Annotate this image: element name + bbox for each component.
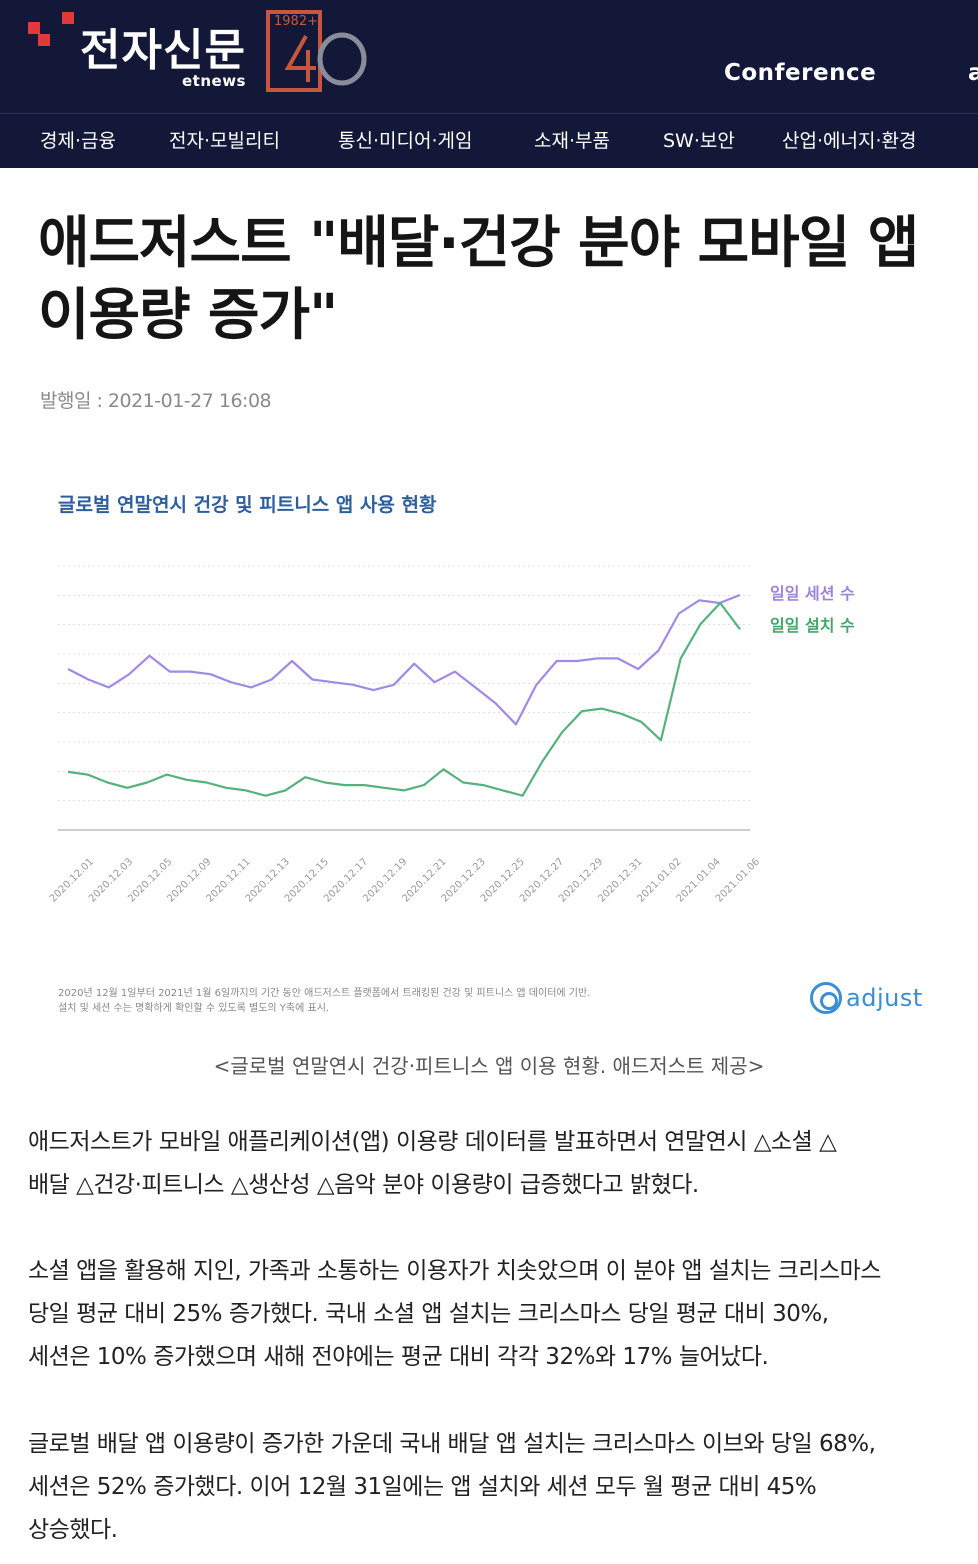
article-paragraph: 애드저스트가 모바일 애플리케이션(앱) 이용량 데이터를 발표하면서 연말연시… [28, 1121, 958, 1207]
anniversary-year: 1982+ [274, 14, 318, 29]
chart-note: 2020년 12월 1일부터 2021년 1월 6일까지의 기간 동안 애드저스… [58, 988, 591, 999]
paragraph-line: 세션은 52% 증가했다. 이어 12월 31일에는 앱 설치와 세션 모두 월… [28, 1474, 817, 1500]
site-header: 전자신문 etnews 1982+ Conference a [0, 0, 978, 113]
category-nav: 경제·금융 전자·모빌리티 통신·미디어·게임 소재·부품 SW·보안 산업·에… [0, 113, 978, 168]
nav-item-industry[interactable]: 산업·에너지·환경 [782, 130, 917, 152]
nav-item-economy[interactable]: 경제·금융 [40, 130, 116, 152]
legend-installs: 일일 설치 수 [770, 616, 855, 635]
chart-title: 글로벌 연말연시 건강 및 피트니스 앱 사용 현황 [58, 494, 437, 516]
adjust-logo-icon [810, 982, 842, 1014]
article-paragraph: 글로벌 배달 앱 이용량이 증가한 가운데 국내 배달 앱 설치는 크리스마스 … [28, 1423, 958, 1552]
site-logo-sub: etnews [182, 72, 246, 90]
header-link-cut[interactable]: a [968, 60, 978, 86]
paragraph-line: 당일 평균 대비 25% 증가했다. 국내 소셜 앱 설치는 크리스마스 당일 … [28, 1301, 829, 1327]
nav-item-telecom[interactable]: 통신·미디어·게임 [338, 130, 473, 152]
adjust-logo-text: adjust [846, 984, 923, 1012]
legend-sessions: 일일 세션 수 [770, 584, 855, 603]
series-line-sessions [67, 593, 741, 726]
nav-item-sw[interactable]: SW·보안 [663, 130, 735, 152]
nav-item-electronics[interactable]: 전자·모빌리티 [169, 130, 280, 152]
paragraph-line: 애드저스트가 모바일 애플리케이션(앱) 이용량 데이터를 발표하면서 연말연시… [28, 1129, 837, 1155]
nav-item-materials[interactable]: 소재·부품 [534, 130, 610, 152]
article-title-line: 애드저스트 "배달·건강 분야 모바일 앱 [38, 211, 919, 276]
anniversary-40-icon [266, 10, 367, 92]
publish-date: 발행일 : 2021-01-27 16:08 [40, 390, 272, 412]
paragraph-line: 소셜 앱을 활용해 지인, 가족과 소통하는 이용자가 치솟았으며 이 분야 앱… [28, 1258, 881, 1284]
paragraph-line: 글로벌 배달 앱 이용량이 증가한 가운데 국내 배달 앱 설치는 크리스마스 … [28, 1431, 876, 1457]
line-chart: 2020.12.012020.12.032020.12.052020.12.09… [48, 565, 762, 905]
adjust-logo: adjust [810, 980, 923, 1016]
conference-link[interactable]: Conference [724, 60, 877, 86]
logo-mark-icon[interactable] [28, 12, 80, 52]
series-line-installs [67, 601, 741, 797]
paragraph-line: 세션은 10% 증가했으며 새해 전야에는 평균 대비 각각 32%와 17% … [28, 1344, 769, 1370]
article-title-line: 이용량 증가" [38, 283, 338, 348]
figure-caption: <글로벌 연말연시 건강·피트니스 앱 이용 현황. 애드저스트 제공> [213, 1054, 765, 1078]
site-logo[interactable]: 전자신문 [80, 25, 246, 76]
article-title: 애드저스트 "배달·건강 분야 모바일 앱 이용량 증가" [38, 208, 958, 352]
article-paragraph: 소셜 앱을 활용해 지인, 가족과 소통하는 이용자가 치솟았으며 이 분야 앱… [28, 1250, 958, 1379]
paragraph-line: 상승했다. [28, 1517, 118, 1543]
paragraph-line: 배달 △건강·피트니스 △생산성 △음악 분야 이용량이 급증했다고 밝혔다. [28, 1172, 699, 1198]
chart-note: 설치 및 세션 수는 명확하게 확인할 수 있도록 별도의 Y축에 표시. [58, 1003, 330, 1014]
